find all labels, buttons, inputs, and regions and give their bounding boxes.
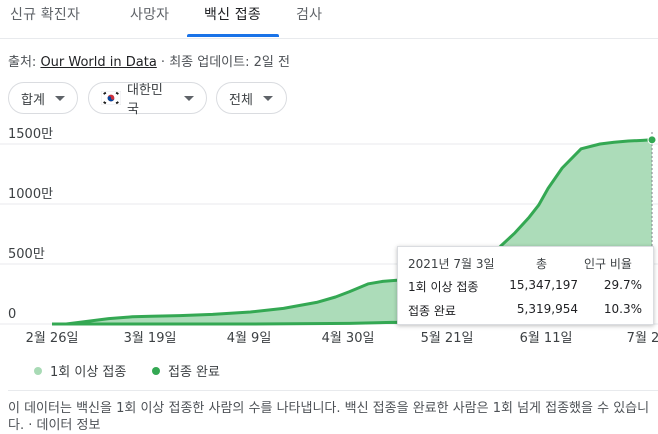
legend-item[interactable]: 접종 완료: [152, 361, 220, 380]
legend-dot-icon: [34, 366, 42, 375]
tooltip-row-total: 5,319,954: [516, 302, 578, 316]
tooltip-row: 1회 이상 접종 15,347,197 29.7%: [398, 278, 655, 298]
source-line: 출처: Our World in Data · 최종 업데이트: 2일 전: [8, 51, 290, 70]
x-tick-label: 5월 21일: [421, 331, 474, 346]
korea-flag-icon: [100, 90, 122, 106]
type-filter-label: 합계: [21, 92, 45, 108]
chevron-down-icon: [184, 95, 194, 101]
x-tick-label: 2월 26일: [26, 331, 79, 346]
tab-deaths[interactable]: 사망자: [130, 7, 170, 23]
country-filter-chip[interactable]: 대한민국: [88, 82, 207, 117]
update-info: · 최종 업데이트: 2일 전: [156, 55, 290, 70]
source-prefix: 출처:: [8, 55, 41, 70]
x-tick-label: 7월 2: [627, 331, 658, 346]
tooltip-col-ratio: 인구 비율: [584, 257, 632, 271]
y-tick-label: 1000만: [8, 187, 53, 202]
y-tick-label: 0: [8, 307, 16, 322]
chart-tooltip: 2021년 7월 3일 총 인구 비율 1회 이상 접종 15,347,197 …: [397, 246, 654, 325]
tooltip-header: 2021년 7월 3일 총 인구 비율: [398, 255, 655, 275]
tooltip-row-label: 1회 이상 접종: [408, 280, 479, 294]
y-tick-label: 1500만: [8, 127, 53, 142]
active-tab-indicator: [187, 34, 279, 37]
x-tick-label: 4월 9일: [227, 331, 272, 346]
y-axis-labels: 1500만 1000만 500만 0: [8, 127, 53, 322]
source-link[interactable]: Our World in Data: [40, 55, 157, 70]
tab-bar: 신규 확진자 사망자 백신 접종 검사: [0, 0, 658, 39]
x-tick-label: 6월 11일: [520, 331, 573, 346]
legend-label: 접종 완료: [168, 365, 220, 380]
x-tick-label: 4월 30일: [322, 331, 375, 346]
data-description: 이 데이터는 백신을 1회 이상 접종한 사람의 수를 나타냅니다. 백신 접종…: [8, 401, 650, 433]
tooltip-row-ratio: 29.7%: [603, 278, 642, 292]
tooltip-row-total: 15,347,197: [509, 278, 578, 292]
tooltip-date: 2021년 7월 3일: [408, 257, 495, 271]
tooltip-row: 접종 완료 5,319,954 10.3%: [398, 302, 655, 322]
tooltip-col-total: 총: [536, 257, 548, 271]
tooltip-row-label: 접종 완료: [408, 304, 456, 318]
y-tick-label: 500만: [8, 247, 45, 262]
region-filter-chip[interactable]: 전체: [216, 82, 287, 114]
legend-item[interactable]: 1회 이상 접종: [34, 361, 126, 380]
legend-dot-icon: [152, 366, 160, 375]
tab-new-cases[interactable]: 신규 확진자: [10, 7, 81, 23]
tab-tests[interactable]: 검사: [296, 7, 323, 23]
x-axis-labels: 2월 26일 3월 19일 4월 9일 4월 30일 5월 21일 6월 11일 7월 2: [26, 331, 658, 346]
chevron-down-icon: [262, 95, 273, 101]
legend-label: 1회 이상 접종: [50, 365, 127, 380]
type-filter-chip[interactable]: 합계: [8, 82, 78, 114]
region-filter-label: 전체: [229, 92, 253, 108]
x-tick-label: 3월 19일: [124, 331, 177, 346]
country-filter-label: 대한민국: [127, 83, 163, 117]
tab-vaccinations[interactable]: 백신 접종: [204, 7, 261, 23]
divider: [8, 390, 658, 391]
chevron-down-icon: [54, 95, 65, 101]
hover-point: [647, 135, 657, 145]
tooltip-row-ratio: 10.3%: [603, 302, 642, 316]
